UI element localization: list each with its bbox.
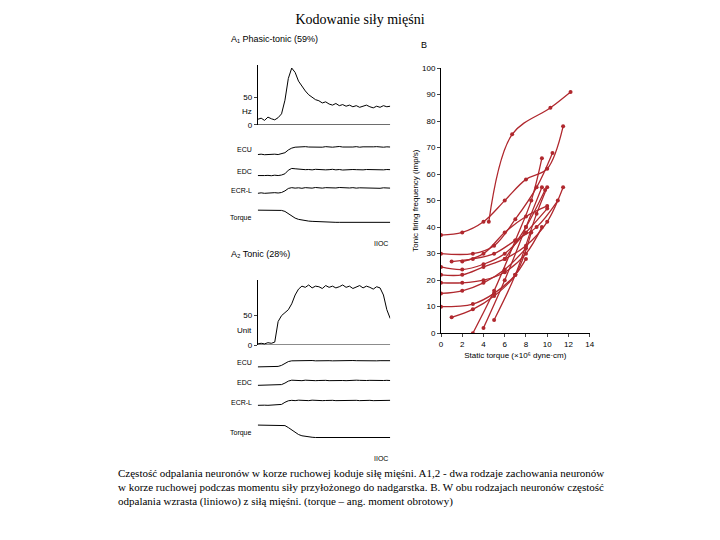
svg-text:0: 0 xyxy=(431,329,436,338)
svg-text:90: 90 xyxy=(426,90,435,99)
html-text:Kodowanie siły mięśni: Kodowanie siły mięśni xyxy=(295,12,425,27)
svg-text:4: 4 xyxy=(481,340,486,349)
svg-text:8: 8 xyxy=(524,340,529,349)
svg-text:2: 2 xyxy=(460,340,465,349)
svg-text:Unit: Unit xyxy=(237,326,252,335)
svg-text:Torque: Torque xyxy=(230,214,252,222)
html-text:Częstość odpalania neuronów w: Częstość odpalania neuronów w korze ruch… xyxy=(118,467,605,507)
svg-text:Hz: Hz xyxy=(242,107,252,116)
svg-text:IIOC: IIOC xyxy=(374,455,388,462)
svg-text:Torque: Torque xyxy=(230,429,252,437)
svg-text:50: 50 xyxy=(243,93,252,102)
svg-text:ECU: ECU xyxy=(237,146,252,153)
svg-text:Static torque (×10⁶ dyne·cm): Static torque (×10⁶ dyne·cm) xyxy=(464,351,567,360)
svg-text:ECU: ECU xyxy=(237,359,252,366)
svg-text:Tonic firing frequency (imp/s): Tonic firing frequency (imp/s) xyxy=(411,149,420,252)
svg-text:12: 12 xyxy=(564,340,573,349)
svg-text:30: 30 xyxy=(426,249,435,258)
svg-text:IIOC: IIOC xyxy=(374,240,388,247)
svg-text:14: 14 xyxy=(585,340,594,349)
svg-text:80: 80 xyxy=(426,117,435,126)
svg-text:60: 60 xyxy=(426,170,435,179)
svg-text:10: 10 xyxy=(426,302,435,311)
svg-text:40: 40 xyxy=(426,223,435,232)
svg-text:EDC: EDC xyxy=(237,168,252,175)
svg-text:100: 100 xyxy=(422,64,436,73)
svg-text:50: 50 xyxy=(243,311,252,320)
svg-text:6: 6 xyxy=(502,340,507,349)
svg-text:20: 20 xyxy=(426,276,435,285)
svg-text:10: 10 xyxy=(543,340,552,349)
svg-text:70: 70 xyxy=(426,143,435,152)
svg-text:0: 0 xyxy=(439,340,444,349)
svg-text:ECR-L: ECR-L xyxy=(231,399,252,406)
svg-text:ECR-L: ECR-L xyxy=(231,187,252,194)
svg-text:EDC: EDC xyxy=(237,379,252,386)
svg-text:50: 50 xyxy=(426,196,435,205)
svg-text:0: 0 xyxy=(248,121,253,130)
svg-text:A₁ Phasic-tonic (59%): A₁ Phasic-tonic (59%) xyxy=(231,34,318,44)
svg-text:0: 0 xyxy=(248,341,253,350)
svg-text:A₂ Tonic (28%): A₂ Tonic (28%) xyxy=(231,249,290,259)
svg-text:B: B xyxy=(421,40,427,50)
